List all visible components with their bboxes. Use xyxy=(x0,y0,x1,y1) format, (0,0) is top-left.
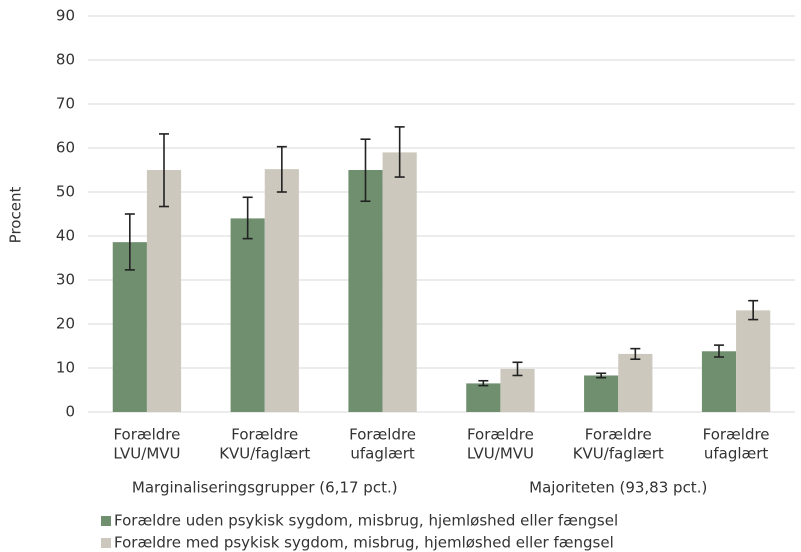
y-tick-label: 60 xyxy=(56,139,75,157)
y-tick-label: 90 xyxy=(56,7,75,25)
x-tick-label: Forældre xyxy=(113,426,180,444)
bar xyxy=(230,218,265,412)
x-tick-label: LVU/MVU xyxy=(113,445,180,463)
bar xyxy=(264,169,299,412)
x-tick-label: ufaglært xyxy=(704,445,769,463)
x-tick-label: Forældre xyxy=(349,426,416,444)
x-tick-label: Forældre xyxy=(703,426,770,444)
x-tick-label: LVU/MVU xyxy=(467,445,534,463)
bar xyxy=(701,351,737,412)
group-label: Majoriteten (93,83 pct.) xyxy=(529,479,707,497)
y-axis-label: Procent xyxy=(7,187,25,244)
legend-swatch xyxy=(101,538,111,548)
legend-label: Forældre med psykisk sygdom, misbrug, hj… xyxy=(114,534,614,552)
legend-label: Forældre uden psykisk sygdom, misbrug, h… xyxy=(114,512,618,530)
x-tick-label: Forældre xyxy=(467,426,534,444)
bar xyxy=(736,310,771,412)
y-tick-label: 10 xyxy=(56,359,75,377)
bar xyxy=(584,375,619,412)
y-tick-label: 0 xyxy=(65,403,75,421)
x-tick-label: Forældre xyxy=(231,426,298,444)
x-tick-label: KVU/faglært xyxy=(219,445,310,463)
y-tick-label: 70 xyxy=(56,95,75,113)
y-tick-label: 40 xyxy=(56,227,75,245)
x-tick-label: KVU/faglært xyxy=(573,445,664,463)
y-tick-label: 80 xyxy=(56,51,75,69)
x-tick-label: ufaglært xyxy=(350,445,415,463)
bar xyxy=(146,170,182,412)
x-tick-label: Forældre xyxy=(585,426,652,444)
bar xyxy=(348,170,383,412)
y-tick-label: 20 xyxy=(56,315,75,333)
bar xyxy=(618,353,653,412)
bar xyxy=(466,383,501,412)
y-tick-label: 50 xyxy=(56,183,75,201)
y-tick-label: 30 xyxy=(56,271,75,289)
legend-swatch xyxy=(101,516,111,526)
group-label: Marginaliseringsgrupper (6,17 pct.) xyxy=(132,479,398,497)
bar xyxy=(382,152,417,412)
